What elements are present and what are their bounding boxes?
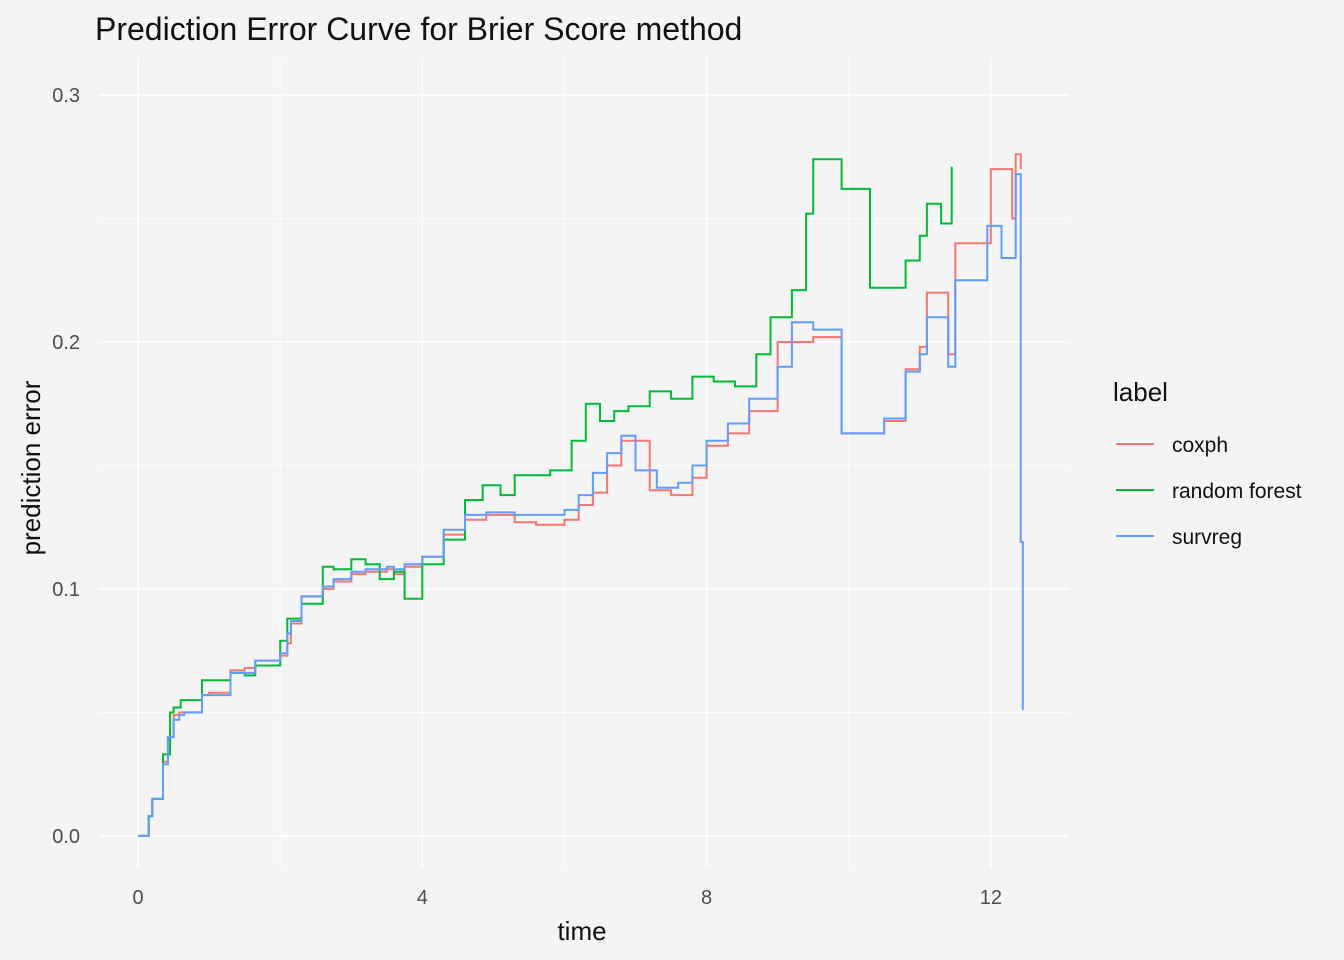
grid-minor: [99, 58, 1069, 868]
grid-major: [99, 58, 1069, 868]
y-tick-label: 0.1: [52, 579, 80, 601]
x-tick-label: 12: [980, 887, 1002, 909]
x-tick-label: 0: [133, 887, 144, 909]
chart-title: Prediction Error Curve for Brier Score m…: [95, 11, 742, 47]
y-tick-labels: 0.0 0.1 0.2 0.3: [52, 85, 80, 848]
series-layer: [138, 153, 1024, 837]
x-tick-labels: 0 4 8 12: [133, 887, 1002, 909]
legend-title: label: [1113, 377, 1168, 407]
series-coxph-line: [138, 153, 1022, 837]
legend-label-coxph: coxph: [1172, 434, 1228, 457]
y-tick-label: 0.3: [52, 85, 80, 107]
legend-label-survreg: survreg: [1172, 526, 1242, 549]
series-survreg-line: [138, 173, 1024, 837]
x-tick-label: 4: [417, 887, 428, 909]
y-tick-label: 0.2: [52, 332, 80, 354]
x-axis-title: time: [557, 916, 606, 946]
legend: label coxph random forest survreg: [1113, 377, 1302, 549]
x-tick-label: 8: [701, 887, 712, 909]
y-tick-label: 0.0: [52, 826, 80, 848]
legend-label-random-forest: random forest: [1172, 480, 1302, 503]
series-random-forest-line: [138, 158, 953, 837]
y-axis-title: prediction error: [16, 380, 46, 555]
legend-items: coxph random forest survreg: [1116, 434, 1302, 549]
